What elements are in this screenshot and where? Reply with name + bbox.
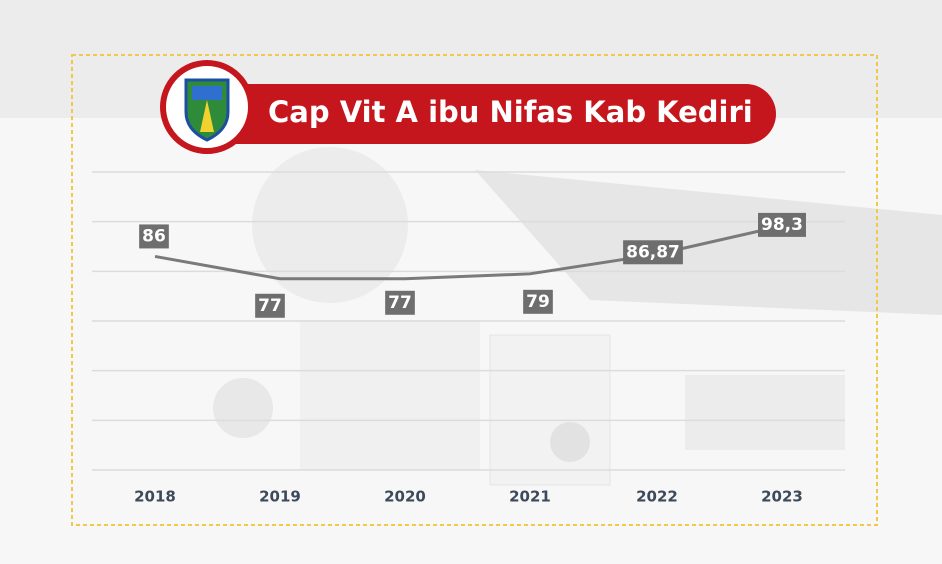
x-tick-label: 2021	[509, 488, 551, 506]
decoration	[213, 378, 273, 438]
x-tick-label: 2019	[259, 488, 301, 506]
data-label-text: 86,87	[626, 242, 680, 262]
data-label: 79	[523, 289, 553, 314]
logo	[192, 86, 222, 100]
data-label: 98,3	[758, 212, 806, 237]
data-label-text: 77	[258, 296, 282, 316]
x-tick-label: 2023	[761, 488, 803, 506]
chart-title: Cap Vit A ibu Nifas Kab Kediri	[268, 95, 753, 129]
data-label-box	[139, 224, 169, 249]
data-label: 86	[139, 224, 169, 249]
decoration	[550, 422, 590, 462]
data-label-box	[255, 293, 285, 318]
x-tick-label: 2022	[636, 488, 678, 506]
decoration	[685, 375, 845, 450]
plot: 2018 86 2019 77 2020 77 2021 79 2022 86,87 2023 98,…	[134, 212, 806, 506]
data-label-text: 98,3	[761, 215, 803, 235]
x-tick-label: 2018	[134, 488, 176, 506]
data-label-box	[758, 212, 806, 237]
decoration	[300, 320, 480, 470]
decoration	[489, 334, 611, 486]
data-label: 77	[255, 293, 285, 318]
data-label: 86,87	[623, 240, 683, 265]
title-banner	[170, 84, 776, 144]
data-label-box	[623, 240, 683, 265]
x-tick-label: 2020	[384, 488, 426, 506]
frame	[71, 54, 878, 526]
grid	[92, 171, 845, 471]
data-label-text: 86	[142, 226, 166, 246]
data-label: 77	[385, 290, 415, 315]
data-label-box	[523, 289, 553, 314]
logo	[200, 100, 214, 132]
data-label-text: 79	[526, 292, 550, 312]
data-label-text: 77	[388, 293, 412, 313]
decoration	[252, 147, 408, 303]
data-label-box	[385, 290, 415, 315]
